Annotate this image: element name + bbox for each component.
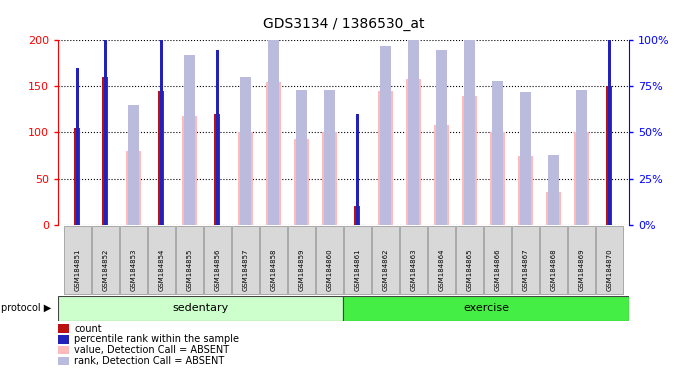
Bar	[548, 155, 559, 225]
Bar	[568, 226, 595, 294]
Bar	[216, 50, 219, 225]
Bar	[128, 105, 139, 225]
Text: GSM184867: GSM184867	[522, 249, 528, 291]
Bar	[400, 226, 427, 294]
Bar	[126, 151, 141, 225]
Bar	[356, 114, 359, 225]
Text: GSM184857: GSM184857	[242, 249, 248, 291]
Text: GSM184856: GSM184856	[214, 249, 220, 291]
Bar	[408, 35, 419, 225]
Bar	[104, 36, 107, 225]
Bar	[574, 132, 589, 225]
Bar	[238, 132, 253, 225]
Bar	[102, 77, 109, 225]
Bar	[546, 192, 561, 225]
Bar	[576, 90, 587, 225]
Text: GSM184861: GSM184861	[354, 249, 360, 291]
Text: value, Detection Call = ABSENT: value, Detection Call = ABSENT	[74, 345, 229, 355]
Text: GDS3134 / 1386530_at: GDS3134 / 1386530_at	[262, 17, 424, 31]
Bar	[324, 90, 335, 225]
Bar	[517, 156, 533, 225]
Text: sedentary: sedentary	[173, 303, 228, 313]
Text: GSM184858: GSM184858	[271, 249, 276, 291]
Bar	[372, 226, 399, 294]
Bar	[596, 226, 623, 294]
Bar	[240, 77, 251, 225]
Bar	[428, 226, 455, 294]
Bar	[607, 86, 613, 225]
Bar	[158, 91, 165, 225]
Bar	[148, 226, 175, 294]
Text: GSM184855: GSM184855	[186, 249, 192, 291]
Text: exercise: exercise	[463, 303, 509, 313]
Bar	[520, 92, 531, 225]
Bar	[232, 226, 259, 294]
Text: GSM184868: GSM184868	[550, 249, 556, 291]
Bar	[436, 50, 447, 225]
Bar	[288, 226, 315, 294]
Bar	[434, 125, 449, 225]
Bar	[490, 132, 505, 225]
Text: percentile rank within the sample: percentile rank within the sample	[74, 334, 239, 344]
Text: GSM184864: GSM184864	[439, 249, 445, 291]
Bar	[182, 116, 197, 225]
Bar	[406, 79, 421, 225]
Bar	[492, 81, 503, 225]
Bar	[456, 226, 483, 294]
Bar	[74, 128, 80, 225]
Text: count: count	[74, 324, 102, 334]
Text: GSM184852: GSM184852	[103, 249, 108, 291]
Bar	[266, 82, 281, 225]
Bar	[608, 40, 611, 225]
Bar	[260, 226, 287, 294]
Text: GSM184870: GSM184870	[607, 249, 613, 291]
Bar	[380, 46, 391, 225]
Bar	[354, 206, 360, 225]
Text: GSM184853: GSM184853	[131, 249, 137, 291]
Bar	[464, 35, 475, 225]
Bar	[296, 90, 307, 225]
Text: GSM184862: GSM184862	[382, 249, 388, 291]
Bar	[462, 96, 477, 225]
Text: GSM184851: GSM184851	[74, 249, 80, 291]
Text: GSM184854: GSM184854	[158, 249, 165, 291]
Bar	[343, 296, 629, 321]
Text: GSM184869: GSM184869	[579, 249, 584, 291]
Bar	[268, 35, 279, 225]
Bar	[120, 226, 147, 294]
Bar	[184, 55, 194, 225]
Bar	[64, 226, 91, 294]
Bar	[511, 226, 539, 294]
Bar	[316, 226, 343, 294]
Bar	[76, 68, 79, 225]
Text: rank, Detection Call = ABSENT: rank, Detection Call = ABSENT	[74, 356, 224, 366]
Bar	[322, 132, 337, 225]
Bar	[214, 114, 220, 225]
Bar	[204, 226, 231, 294]
Bar	[92, 226, 119, 294]
Bar	[160, 36, 163, 225]
Bar	[540, 226, 567, 294]
Bar	[58, 296, 343, 321]
Text: GSM184866: GSM184866	[494, 249, 500, 291]
Bar	[175, 226, 203, 294]
Text: GSM184860: GSM184860	[326, 249, 333, 291]
Text: protocol ▶: protocol ▶	[1, 303, 52, 313]
Text: GSM184863: GSM184863	[411, 249, 416, 291]
Bar	[377, 91, 393, 225]
Text: GSM184865: GSM184865	[466, 249, 473, 291]
Text: GSM184859: GSM184859	[299, 249, 305, 291]
Bar	[483, 226, 511, 294]
Bar	[294, 139, 309, 225]
Bar	[343, 226, 371, 294]
